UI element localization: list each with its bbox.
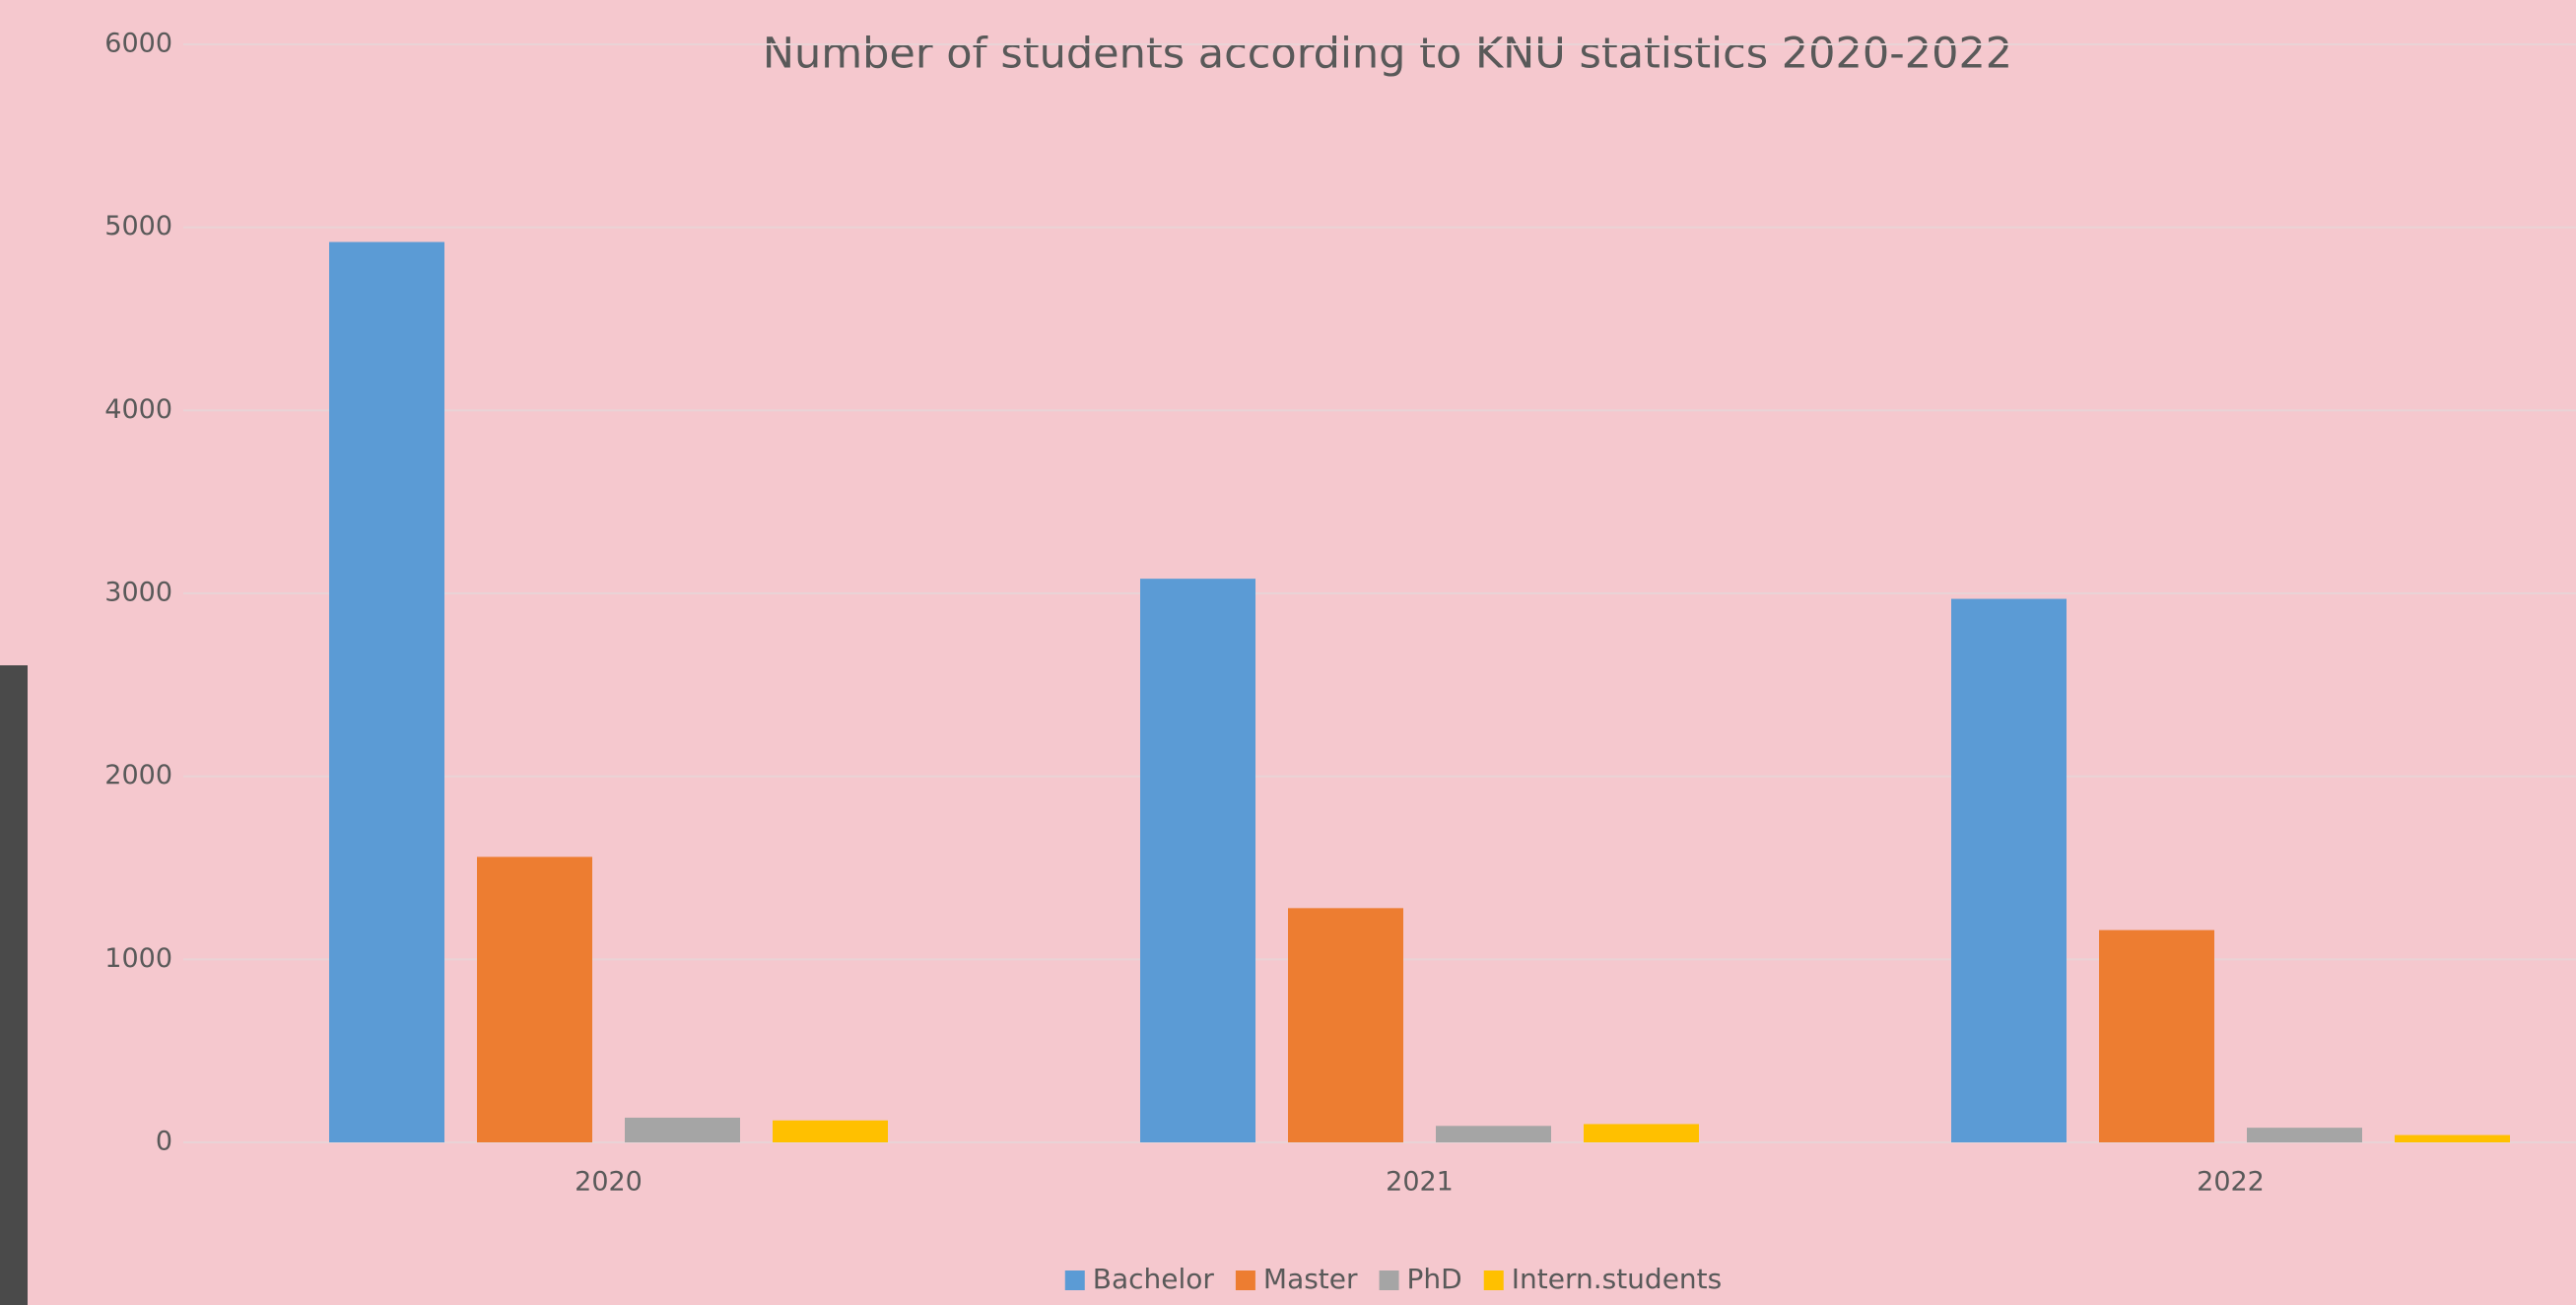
bar	[1288, 908, 1403, 1142]
bar	[1584, 1124, 1699, 1142]
page: {"chart_data": {"type": "bar", "title": …	[0, 0, 2576, 1305]
y-tick-label: 3000	[104, 578, 172, 608]
bar	[1951, 599, 2067, 1142]
x-tick-label: 2021	[1386, 1167, 1454, 1198]
bar	[773, 1121, 888, 1142]
bar	[329, 242, 444, 1142]
x-tick-label: 2022	[2197, 1167, 2265, 1198]
legend-swatch	[1236, 1271, 1255, 1290]
bar	[625, 1118, 740, 1142]
legend-swatch	[1380, 1271, 1399, 1290]
bar	[2395, 1135, 2510, 1142]
chart-title: Number of students according to KNU stat…	[763, 30, 2012, 79]
y-tick-label: 4000	[104, 394, 172, 425]
y-tick-label: 5000	[104, 211, 172, 241]
y-tick-label: 1000	[104, 943, 172, 974]
chart: Number of students according to KNU stat…	[0, 0, 2576, 1305]
legend-swatch	[1484, 1271, 1504, 1290]
legend-label: Bachelor	[1093, 1263, 1215, 1295]
bar	[2099, 930, 2214, 1142]
legend-label: PhD	[1407, 1263, 1462, 1295]
y-tick-label: 0	[156, 1127, 172, 1157]
y-tick-label: 6000	[104, 29, 172, 59]
legend-swatch	[1065, 1271, 1085, 1290]
legend-label: Master	[1263, 1263, 1358, 1295]
y-tick-label: 2000	[104, 760, 172, 790]
legend-label: Intern.students	[1512, 1263, 1723, 1295]
x-tick-label: 2020	[575, 1167, 643, 1198]
bar	[477, 857, 592, 1142]
bar	[1140, 579, 1255, 1142]
bar	[2247, 1128, 2362, 1142]
photo-fragment	[0, 665, 28, 1305]
bar	[1436, 1126, 1551, 1142]
